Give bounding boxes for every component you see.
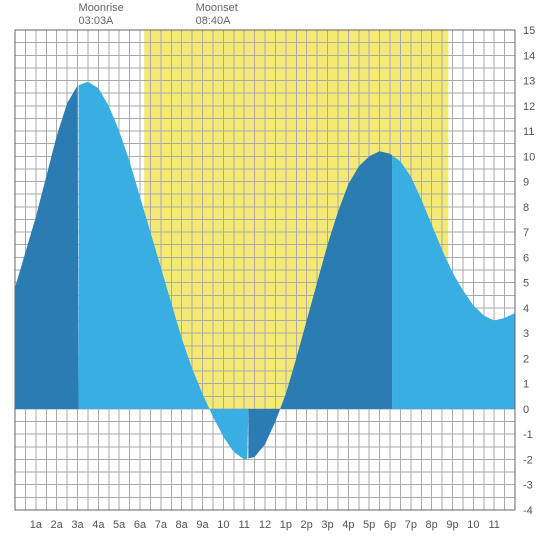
x-tick-label: 3p: [321, 519, 333, 531]
moon-event-time: 03:03A: [79, 15, 124, 28]
y-tick-label: 15: [523, 25, 535, 37]
x-tick-label: 2p: [301, 519, 313, 531]
x-tick-label: 6a: [134, 519, 147, 531]
x-tick-label: 10: [467, 519, 479, 531]
x-tick-label: 10: [217, 519, 229, 531]
x-tick-label: 12: [259, 519, 271, 531]
x-tick-label: 1a: [30, 519, 43, 531]
x-tick-label: 3a: [71, 519, 84, 531]
x-tick-label: 11: [238, 519, 249, 531]
x-tick-label: 8a: [176, 519, 189, 531]
x-tick-label: 6p: [384, 519, 396, 531]
moon-event-label: Moonrise03:03A: [79, 2, 124, 28]
y-tick-label: 13: [523, 76, 535, 88]
y-tick-label: 2: [523, 353, 529, 365]
tide-chart: -4-3-2-101234567891011121314151a2a3a4a5a…: [0, 0, 550, 550]
y-tick-label: 10: [523, 151, 535, 163]
y-tick-label: 14: [523, 50, 535, 62]
x-tick-label: 5a: [113, 519, 126, 531]
y-tick-label: 3: [523, 328, 529, 340]
y-tick-label: 12: [523, 101, 535, 113]
y-tick-label: -2: [523, 454, 533, 466]
x-tick-label: 9a: [196, 519, 209, 531]
x-tick-label: 7p: [405, 519, 417, 531]
moon-event-name: Moonset: [196, 2, 238, 15]
x-tick-label: 5p: [363, 519, 375, 531]
y-tick-label: 7: [523, 227, 529, 239]
y-tick-label: 5: [523, 278, 529, 290]
y-tick-label: 1: [523, 379, 529, 391]
moon-event-name: Moonrise: [79, 2, 124, 15]
x-tick-label: 4p: [342, 519, 354, 531]
moon-event-label: Moonset08:40A: [196, 2, 238, 28]
y-tick-label: 8: [523, 202, 529, 214]
x-tick-label: 7a: [155, 519, 168, 531]
x-tick-label: 4a: [92, 519, 105, 531]
y-tick-label: -1: [523, 429, 533, 441]
x-tick-label: 11: [488, 519, 499, 531]
y-tick-label: 0: [523, 404, 529, 416]
y-tick-label: 4: [523, 303, 529, 315]
x-tick-label: 1p: [280, 519, 292, 531]
chart-svg: -4-3-2-101234567891011121314151a2a3a4a5a…: [0, 0, 550, 550]
y-tick-label: 9: [523, 177, 529, 189]
y-tick-label: -4: [523, 505, 533, 517]
x-tick-label: 8p: [426, 519, 438, 531]
x-tick-label: 2a: [51, 519, 64, 531]
moon-event-time: 08:40A: [196, 15, 238, 28]
y-tick-label: -3: [523, 480, 533, 492]
x-tick-label: 9p: [446, 519, 458, 531]
y-tick-label: 6: [523, 252, 529, 264]
y-tick-label: 11: [523, 126, 534, 138]
